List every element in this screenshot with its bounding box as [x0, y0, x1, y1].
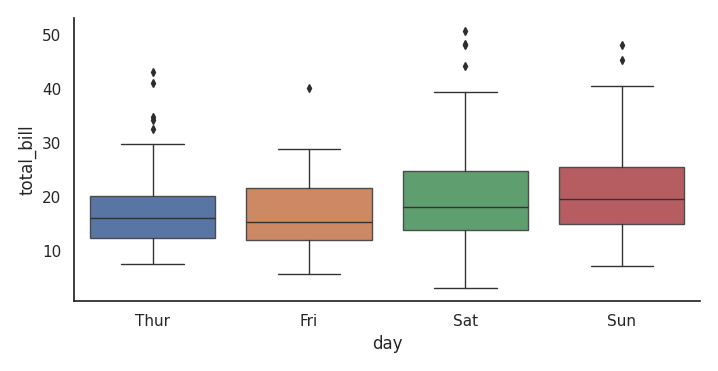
- PathPatch shape: [90, 196, 215, 238]
- Y-axis label: total_bill: total_bill: [18, 124, 37, 195]
- PathPatch shape: [403, 171, 528, 230]
- X-axis label: day: day: [372, 335, 403, 353]
- PathPatch shape: [246, 188, 371, 240]
- PathPatch shape: [559, 167, 684, 224]
